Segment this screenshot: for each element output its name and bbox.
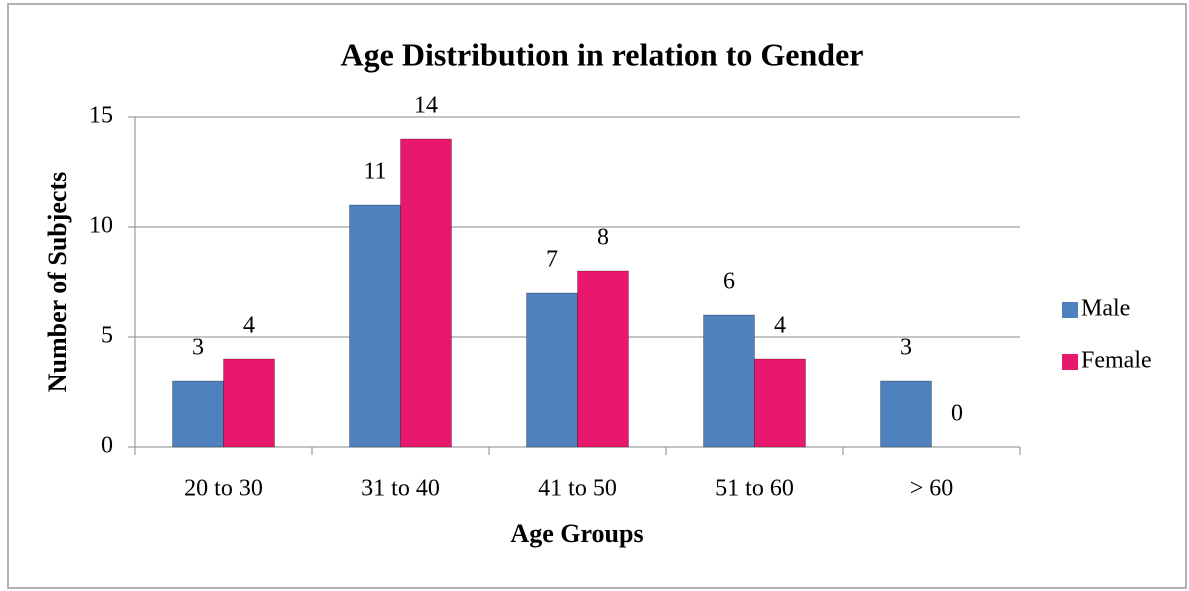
data-label: 8 [597,225,609,251]
x-tick-label: 41 to 50 [538,476,617,502]
y-tick-label: 15 [89,103,113,129]
data-label: 4 [243,313,255,339]
data-label: 7 [546,247,558,273]
bar [880,380,932,448]
x-axis-label: Age Groups [510,519,643,548]
legend-swatch [1062,302,1078,318]
bar [172,380,224,448]
bar [754,358,806,448]
data-label: 11 [363,159,386,185]
legend-swatch [1062,354,1078,370]
y-axis-label: Number of Subjects [43,172,72,393]
bar [223,358,275,448]
x-tick-label: > 60 [910,476,954,502]
x-tick-label: 31 to 40 [361,476,440,502]
y-tick-label: 5 [101,323,113,349]
bar [400,138,452,448]
data-label: 4 [774,313,786,339]
bar [703,314,755,448]
data-label: 3 [900,335,912,361]
legend-label: Female [1081,348,1152,374]
bar [349,204,401,448]
data-label: 0 [951,401,963,427]
y-tick-label: 10 [89,213,113,239]
legend-label: Male [1081,296,1130,322]
y-tick-label: 0 [101,433,113,459]
data-label: 6 [723,269,735,295]
data-label: 14 [414,93,438,119]
bar [577,270,629,448]
x-tick-label: 51 to 60 [715,476,794,502]
data-label: 3 [192,335,204,361]
x-tick-label: 20 to 30 [184,476,263,502]
chart-title: Age Distribution in relation to Gender [341,36,864,72]
bar [526,292,578,448]
